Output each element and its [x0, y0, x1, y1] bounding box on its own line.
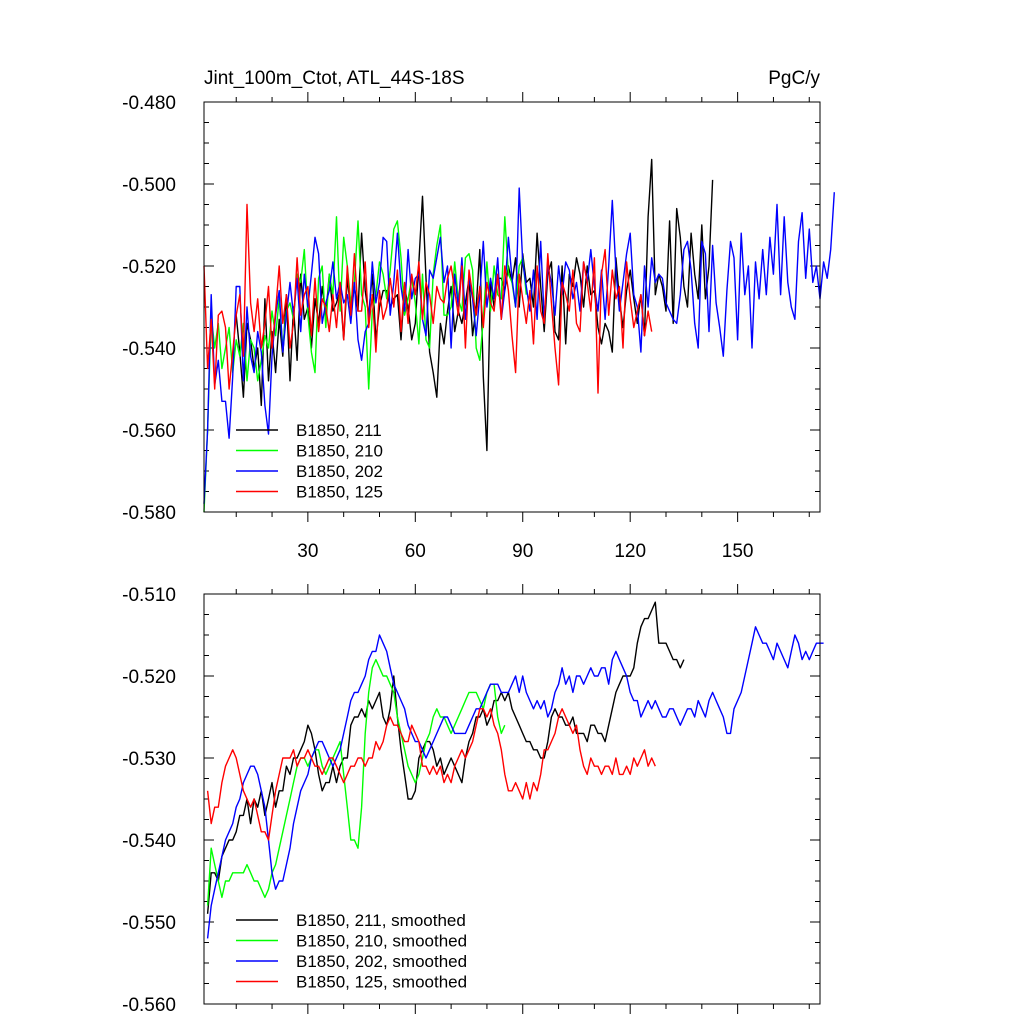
legend: B1850, 211, smoothed B1850, 210, smoothed… — [236, 911, 467, 992]
series-line-2 — [206, 626, 824, 939]
x-ticks — [235, 584, 810, 1014]
series-lines — [206, 601, 824, 939]
chart-title: Jint_100m_Ctot, ATL_44S-18S — [204, 68, 465, 89]
y-tick-label: -0.580 — [122, 503, 176, 524]
x-tick-label: 90 — [512, 541, 533, 562]
legend-label: B1850, 202, smoothed — [296, 952, 467, 971]
bottom-panel: -0.560 -0.550 -0.540 -0.530 -0.520 -0.510 B18… — [122, 584, 824, 1016]
units-label: PgC/y — [768, 68, 820, 89]
x-ticks: 30 60 90 120 150 — [235, 92, 810, 562]
y-tick-label: -0.500 — [122, 175, 176, 196]
y-tick-label: -0.560 — [122, 421, 176, 442]
legend-label: B1850, 125, smoothed — [296, 973, 467, 992]
x-tick-label: 30 — [297, 541, 318, 562]
x-tick-label: 60 — [405, 541, 426, 562]
legend-label: B1850, 210 — [296, 442, 383, 461]
y-tick-label: -0.550 — [122, 913, 176, 934]
series-line-1 — [203, 216, 527, 513]
top-panel: Jint_100m_Ctot, ATL_44S-18S PgC/y -0.580… — [122, 68, 835, 562]
legend-label: B1850, 202 — [296, 462, 383, 481]
series-line-3 — [206, 708, 656, 841]
y-ticks: -0.560 -0.550 -0.540 -0.530 -0.520 -0.510 — [122, 585, 820, 1016]
y-tick-label: -0.510 — [122, 585, 176, 606]
y-tick-label: -0.560 — [122, 995, 176, 1016]
y-tick-label: -0.540 — [122, 831, 176, 852]
y-tick-label: -0.520 — [122, 667, 176, 688]
legend-label: B1850, 125 — [296, 483, 383, 502]
y-tick-label: -0.480 — [122, 93, 176, 114]
legend-label: B1850, 211 — [296, 421, 382, 440]
series-lines — [203, 158, 835, 513]
x-tick-label: 120 — [614, 541, 646, 562]
legend-label: B1850, 210, smoothed — [296, 932, 467, 951]
y-tick-label: -0.520 — [122, 257, 176, 278]
x-tick-label: 150 — [722, 541, 754, 562]
series-line-1 — [206, 658, 506, 906]
legend-label: B1850, 211, smoothed — [296, 911, 466, 930]
y-ticks: -0.580 -0.560 -0.540 -0.520 -0.500 -0.480 — [122, 93, 820, 524]
series-line-3 — [203, 203, 653, 394]
plot-frame — [203, 593, 821, 1005]
plot-frame — [203, 101, 821, 513]
y-tick-label: -0.530 — [122, 749, 176, 770]
y-tick-label: -0.540 — [122, 339, 176, 360]
series-line-0 — [206, 601, 685, 914]
